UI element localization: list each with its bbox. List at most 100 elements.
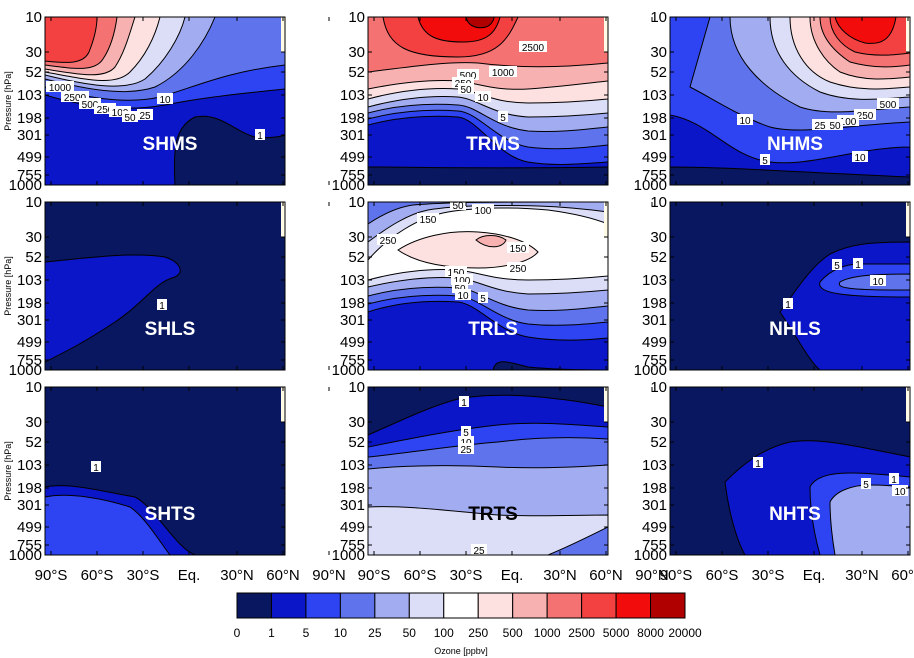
panel-frame [669, 386, 911, 556]
svg-text:1: 1 [891, 475, 897, 486]
panel-shls: 1 SHLS [44, 201, 330, 371]
y-tick-label: 1000 [9, 547, 42, 564]
y-tick-label: 198 [340, 295, 365, 312]
contour-label: 5 [478, 292, 488, 305]
y-tick-label: 755 [642, 167, 667, 184]
y-tick-label: 198 [642, 110, 667, 127]
y-axis-title: Pressure [hPa] [3, 256, 13, 316]
y-tick-label: 198 [340, 480, 365, 497]
svg-text:5: 5 [834, 261, 840, 272]
y-tick-label: 52 [650, 249, 667, 266]
svg-text:5: 5 [480, 294, 486, 305]
y-tick-label: 10 [348, 379, 365, 396]
colorbar-swatch [305, 592, 341, 619]
y-tick-label: 103 [642, 272, 667, 289]
svg-text:100: 100 [454, 276, 471, 287]
contour-label: 10 [737, 114, 753, 127]
contour-label: 250 [854, 109, 876, 122]
polar-gap [906, 17, 910, 52]
contour-label: 100 [472, 204, 494, 217]
contour-label: 5 [498, 111, 508, 124]
svg-text:50: 50 [124, 113, 136, 124]
y-tick-label: 52 [25, 249, 42, 266]
y-tick-label: 755 [340, 537, 365, 554]
contour-label: 1000 [489, 66, 517, 79]
x-tick-label: Eq. [178, 567, 201, 584]
panel-frame [669, 16, 911, 186]
y-tick-label: 755 [340, 167, 365, 184]
y-tick-label: 10 [650, 194, 667, 211]
colorbar-tick-label: 20000 [668, 626, 702, 640]
contour-label: 10 [157, 93, 173, 106]
contour-label: 2500 [519, 41, 547, 54]
panel-nhls: 5 1 10 1 NHLS [669, 201, 911, 371]
y-tick-label: 499 [642, 334, 667, 351]
y-tick-label: 198 [642, 295, 667, 312]
contour-fill-trls [475, 235, 507, 248]
contour-fill-trts [368, 506, 608, 555]
x-tick-label: 30°S [752, 567, 785, 584]
contour-label: 50 [827, 119, 843, 132]
panel-trls: 5010015025015025015010050105TRLS [367, 201, 653, 371]
contour-fill-shls [45, 254, 181, 363]
y-tick-label: 499 [642, 149, 667, 166]
colorbar-tick-label: 10 [334, 626, 348, 640]
contour-label: 150 [445, 266, 467, 279]
y-tick-label: 30 [25, 44, 42, 61]
contour-label: 1 [783, 298, 793, 311]
svg-text:250: 250 [510, 264, 527, 275]
y-tick-label: 499 [17, 519, 42, 536]
svg-text:25: 25 [460, 445, 472, 456]
y-tick-label: 30 [650, 414, 667, 431]
svg-text:100: 100 [112, 108, 129, 119]
x-tick-label: 30°N [543, 567, 577, 584]
x-tick-label: 30°S [127, 567, 160, 584]
y-tick-label: 301 [340, 312, 365, 329]
svg-text:500: 500 [880, 100, 897, 111]
y-tick-label: 1000 [9, 177, 42, 194]
y-tick-label: 30 [25, 414, 42, 431]
y-tick-label: 499 [642, 519, 667, 536]
y-tick-label: 52 [25, 434, 42, 451]
y-tick-label: 301 [642, 312, 667, 329]
y-tick-label: 52 [348, 249, 365, 266]
svg-text:1: 1 [755, 459, 761, 470]
colorbar-tick-label: 250 [468, 626, 488, 640]
contour-label: 250 [377, 234, 399, 247]
y-tick-label: 1000 [332, 362, 365, 379]
svg-text:100: 100 [475, 206, 492, 217]
y-tick-label: 301 [17, 312, 42, 329]
y-tick-label: 10 [25, 9, 42, 26]
colorbar-swatch [477, 592, 514, 619]
y-tick-label: 499 [340, 519, 365, 536]
y-tick-label: 10 [25, 379, 42, 396]
svg-text:2500: 2500 [522, 43, 545, 54]
x-tick-label: 30°N [845, 567, 879, 584]
svg-text:50: 50 [829, 121, 841, 132]
panel-trms: 2500100050025050105TRMS [367, 16, 653, 186]
svg-text:150: 150 [420, 215, 437, 226]
svg-text:25: 25 [139, 111, 151, 122]
contour-label: 1 [255, 129, 265, 142]
svg-text:150: 150 [510, 244, 527, 255]
panel-frame [44, 201, 286, 371]
colorbar-swatch [650, 592, 686, 619]
colorbar-tick-label: 0 [234, 626, 241, 640]
y-tick-label: 30 [650, 44, 667, 61]
contour-fill-shms [173, 115, 285, 185]
polar-gap [906, 202, 910, 237]
y-tick-label: 103 [340, 457, 365, 474]
svg-text:10: 10 [477, 93, 489, 104]
svg-text:25: 25 [473, 546, 485, 557]
contour-fill-nhms [834, 17, 897, 44]
contour-fill-shts [45, 494, 171, 555]
contour-label: 500 [877, 98, 899, 111]
contour-fill-trms [465, 17, 495, 29]
contour-label: 1 [157, 299, 167, 312]
y-tick-label: 103 [642, 87, 667, 104]
colorbar-tick-label: 500 [503, 626, 523, 640]
x-tick-label: 30°N [220, 567, 254, 584]
svg-text:5: 5 [500, 113, 506, 124]
contour-label: 50 [450, 202, 466, 212]
colorbar-tick-label: 5000 [603, 626, 630, 640]
